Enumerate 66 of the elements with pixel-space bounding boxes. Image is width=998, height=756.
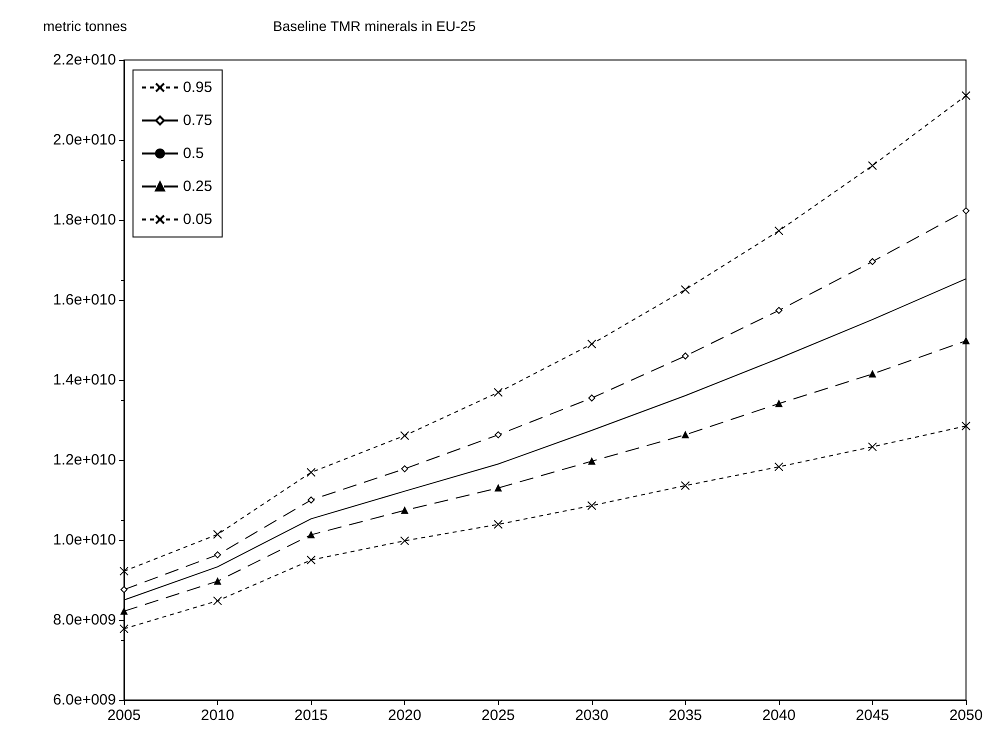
point: [868, 258, 876, 266]
y-tick-label: 1.6e+010: [53, 292, 116, 308]
point: [868, 370, 876, 378]
point: [775, 400, 782, 408]
point: [214, 578, 222, 585]
x-tick-label: 2050: [949, 707, 983, 724]
y-tick-label: 6.0e+009: [53, 692, 116, 708]
x-tick-label: 2035: [668, 707, 702, 724]
point: [962, 207, 970, 214]
point: [306, 468, 316, 477]
y-tick-label: 1.8e+010: [53, 212, 116, 228]
legend-label: 0.75: [183, 112, 212, 129]
y-axis-title: metric tonnes: [43, 18, 128, 34]
chart-title: Baseline TMR minerals in EU-25: [273, 18, 476, 34]
point: [774, 226, 784, 236]
point: [120, 608, 128, 615]
y-tick-label: 8.0e+009: [53, 612, 116, 628]
point: [120, 566, 128, 576]
point: [400, 536, 410, 546]
point: [588, 394, 596, 402]
point: [401, 465, 408, 472]
point: [588, 458, 596, 465]
point: [494, 520, 503, 529]
x-tick-label: 2020: [388, 707, 422, 724]
point: [401, 506, 408, 514]
x-tick-label: 2045: [856, 707, 890, 724]
y-tick-label: 1.2e+010: [53, 452, 116, 468]
legend-label: 0.5: [183, 145, 204, 162]
point: [400, 431, 410, 440]
y-tick-label: 1.0e+010: [53, 532, 116, 548]
point: [680, 285, 690, 294]
point: [868, 161, 877, 170]
point: [306, 556, 316, 564]
point: [308, 496, 315, 504]
point: [682, 431, 689, 438]
x-tick-label: 2015: [294, 707, 328, 724]
point: [962, 422, 970, 430]
point: [962, 337, 970, 344]
point: [774, 462, 784, 472]
point: [308, 531, 315, 538]
point: [214, 551, 222, 558]
y-tick-label: 2.0e+010: [53, 132, 116, 148]
x-tick-label: 2010: [200, 707, 234, 724]
legend-label: 0.25: [183, 178, 212, 195]
point: [120, 586, 128, 594]
point: [120, 624, 128, 634]
point: [494, 431, 502, 438]
x-tick-label: 2005: [107, 707, 141, 724]
x-tick-label: 2025: [482, 707, 515, 724]
point: [587, 501, 596, 510]
point: [962, 91, 970, 100]
y-tick-label: 2.2e+010: [53, 52, 116, 68]
legend-label: 0.05: [183, 211, 212, 228]
x-tick-label: 2040: [762, 707, 796, 724]
point: [213, 596, 222, 606]
point: [587, 340, 596, 348]
x-tick-label: 2030: [575, 707, 608, 724]
point: [775, 306, 782, 314]
point: [868, 442, 877, 452]
point: [494, 484, 502, 492]
point: [680, 481, 690, 490]
y-tick-label: 1.4e+010: [53, 372, 116, 388]
point: [682, 352, 689, 360]
legend-label: 0.95: [183, 79, 212, 96]
point: [494, 388, 503, 397]
point: [213, 530, 222, 539]
